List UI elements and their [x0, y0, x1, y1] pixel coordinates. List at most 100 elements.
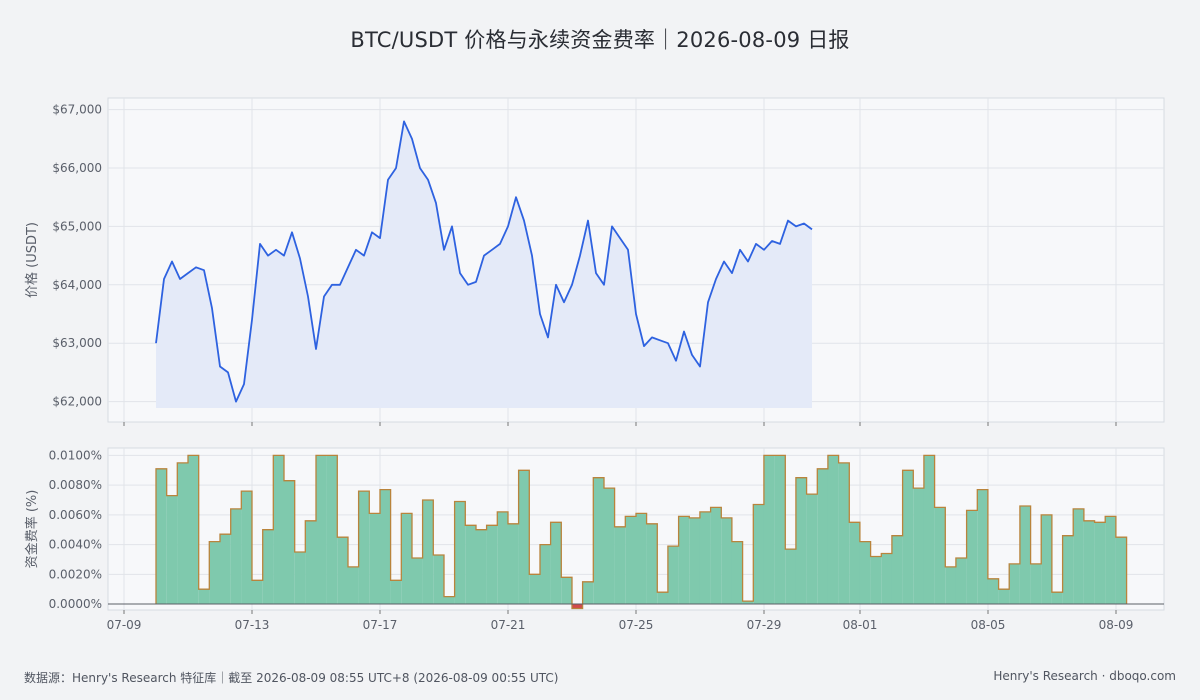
funding-bar [412, 558, 423, 605]
funding-bar [934, 507, 946, 604]
funding-bar [891, 535, 903, 605]
xtick-label: 07-29 [747, 618, 782, 632]
funding-bar [604, 488, 615, 604]
funding-bar [358, 491, 370, 605]
funding-ytick-label: 0.0040% [49, 538, 102, 552]
funding-bar [977, 489, 988, 604]
funding-bar [188, 455, 199, 604]
funding-bar [262, 529, 274, 604]
xtick-label: 07-21 [491, 618, 526, 632]
funding-bar [913, 488, 924, 604]
funding-bar [678, 516, 690, 605]
funding-bar [220, 534, 231, 605]
funding-bar [198, 589, 210, 605]
funding-bar [284, 480, 295, 605]
funding-bar [753, 504, 764, 605]
funding-bar [774, 455, 786, 604]
funding-bar [326, 455, 338, 604]
funding-bar [348, 566, 359, 605]
funding-bar [785, 549, 796, 605]
price-ytick-label: $63,000 [52, 336, 102, 350]
xtick-label: 07-09 [107, 618, 142, 632]
funding-bar [646, 523, 658, 605]
funding-bar [444, 596, 455, 604]
funding-axis-label: 资金费率 (%) [24, 490, 40, 569]
funding-ytick-label: 0.0060% [49, 508, 102, 522]
funding-bar [870, 556, 882, 605]
price-ytick-label: $64,000 [52, 278, 102, 292]
funding-bar [849, 522, 860, 604]
funding-bar [859, 541, 871, 604]
funding-bar [1019, 506, 1031, 605]
funding-bar [508, 523, 519, 605]
funding-bar [166, 495, 178, 605]
funding-step-outline [155, 454, 1128, 610]
funding-bar [667, 546, 679, 605]
xtick-label: 07-13 [235, 618, 270, 632]
funding-bar [305, 520, 316, 604]
xtick-label: 07-25 [619, 618, 654, 632]
funding-bar [817, 468, 828, 604]
funding-bar [689, 517, 700, 605]
price-series-line [155, 120, 813, 403]
funding-bar [1051, 592, 1063, 605]
price-ytick-label: $62,000 [52, 395, 102, 409]
funding-bar [731, 541, 743, 604]
funding-bar [763, 455, 775, 604]
funding-bar [699, 511, 711, 604]
funding-bar [390, 580, 402, 605]
funding-bar [945, 566, 956, 605]
xtick-label: 07-17 [363, 618, 398, 632]
funding-bar [572, 604, 583, 609]
funding-ytick-label: 0.0020% [49, 567, 102, 581]
footer-brand: Henry's Research · dboqo.com [993, 669, 1176, 683]
price-ytick-label: $67,000 [52, 103, 102, 117]
funding-bar [1105, 516, 1116, 605]
funding-bar [710, 507, 722, 604]
price-area-fill [156, 121, 812, 409]
funding-bar [827, 455, 839, 604]
funding-bar [614, 526, 626, 605]
funding-bar [1009, 563, 1020, 604]
funding-bar [454, 501, 466, 605]
funding-bar [582, 581, 594, 605]
funding-bar [1094, 522, 1106, 604]
funding-bar [721, 517, 732, 605]
funding-bar [1030, 563, 1042, 604]
funding-bar [593, 477, 604, 604]
funding-bar [923, 455, 935, 604]
funding-bar [795, 477, 807, 604]
x-axis: 07-09 07-13 07-17 07-21 07-25 07-29 08-01 08-05… [107, 610, 1133, 632]
funding-bar [337, 537, 348, 605]
chart-title: BTC/USDT 价格与永续资金费率｜2026-08-09 日报 [350, 28, 850, 52]
funding-bar [966, 510, 978, 604]
funding-bar [902, 470, 914, 605]
funding-bar [380, 489, 391, 604]
price-ytick-label: $66,000 [52, 161, 102, 175]
price-panel: $62,000 $63,000 $64,000 $65,000 $66,000 $67,0… [24, 97, 1165, 426]
price-ytick-label: $65,000 [52, 219, 102, 233]
funding-bar [561, 577, 572, 605]
funding-bar [156, 468, 167, 604]
funding-bar [497, 511, 508, 604]
funding-bar [636, 513, 647, 605]
funding-bar [881, 553, 892, 604]
funding-ytick-label: 0.0100% [49, 448, 102, 462]
funding-bar [209, 541, 220, 604]
funding-bar [465, 525, 476, 605]
funding-bar [252, 580, 263, 605]
funding-bar [540, 544, 551, 604]
funding-bar [529, 574, 540, 604]
xtick-label: 08-01 [843, 618, 878, 632]
funding-bar [998, 589, 1010, 605]
funding-bar [1062, 535, 1074, 605]
funding-ytick-label: 0.0080% [49, 478, 102, 492]
funding-bar [806, 494, 818, 605]
funding-bar [955, 558, 967, 605]
funding-bar [550, 522, 562, 604]
funding-bar [401, 513, 412, 605]
xtick-label: 08-05 [971, 618, 1006, 632]
funding-bar [1041, 514, 1052, 605]
funding-bar [241, 491, 252, 605]
